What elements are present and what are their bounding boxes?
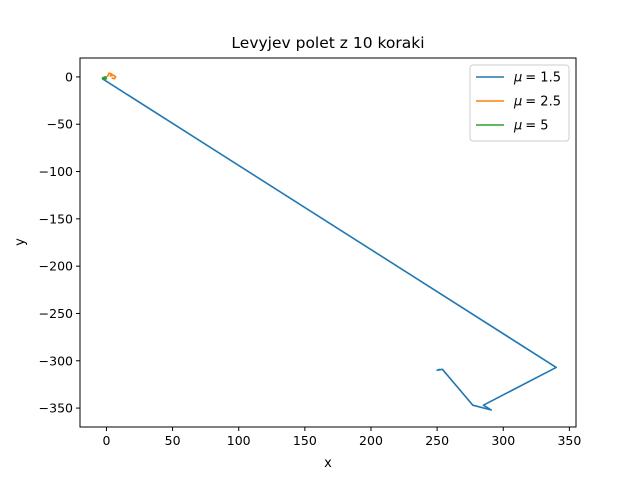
y-tick-label: 0 (65, 69, 73, 84)
chart-title: Levyjev polet z 10 koraki (231, 34, 424, 52)
legend-label-1: μ = 1.5 (513, 71, 561, 86)
x-axis: 0 50 100 150 200 250 300 350 (102, 427, 581, 448)
series-line-3 (101, 76, 108, 81)
plot-frame (79, 57, 577, 428)
legend-label-2: μ = 2.5 (513, 95, 561, 110)
x-tick-label: 100 (227, 433, 251, 448)
plot-area (101, 72, 558, 411)
x-tick-label: 50 (165, 433, 181, 448)
legend-label-3: μ = 5 (513, 119, 549, 134)
y-tick-label: −250 (39, 306, 73, 321)
y-tick-label: −150 (39, 211, 73, 226)
x-tick-label: 150 (293, 433, 317, 448)
x-tick-label: 350 (557, 433, 581, 448)
y-tick-label: −50 (47, 117, 73, 132)
y-axis: 0 −50 −100 −150 −200 −250 −300 −350 (39, 69, 80, 416)
legend: μ = 1.5 μ = 2.5 μ = 5 (469, 64, 570, 142)
x-tick-label: 250 (425, 433, 449, 448)
y-tick-label: −100 (39, 164, 73, 179)
x-axis-label: x (324, 456, 332, 471)
y-axis-label: y (13, 238, 28, 246)
y-tick-label: −350 (39, 401, 73, 416)
series-line-2 (106, 72, 117, 80)
series-line-1 (101, 76, 558, 411)
y-tick-label: −200 (39, 259, 73, 274)
x-tick-label: 300 (491, 433, 515, 448)
y-tick-label: −300 (39, 353, 73, 368)
x-tick-label: 0 (102, 433, 110, 448)
x-tick-label: 200 (359, 433, 383, 448)
legend-box (469, 64, 570, 142)
